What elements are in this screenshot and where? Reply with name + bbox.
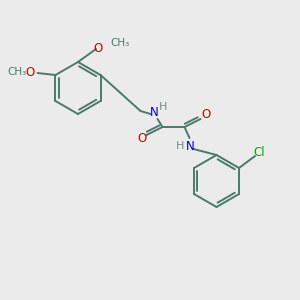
Text: O: O (93, 41, 103, 55)
Text: H: H (176, 141, 185, 151)
Text: CH₃: CH₃ (8, 67, 27, 77)
Text: N: N (186, 140, 195, 152)
Text: O: O (201, 109, 210, 122)
Text: Cl: Cl (253, 146, 265, 158)
Text: O: O (137, 133, 146, 146)
Text: H: H (159, 102, 168, 112)
Text: CH₃: CH₃ (110, 38, 129, 48)
Text: N: N (150, 106, 159, 119)
Text: O: O (25, 65, 34, 79)
